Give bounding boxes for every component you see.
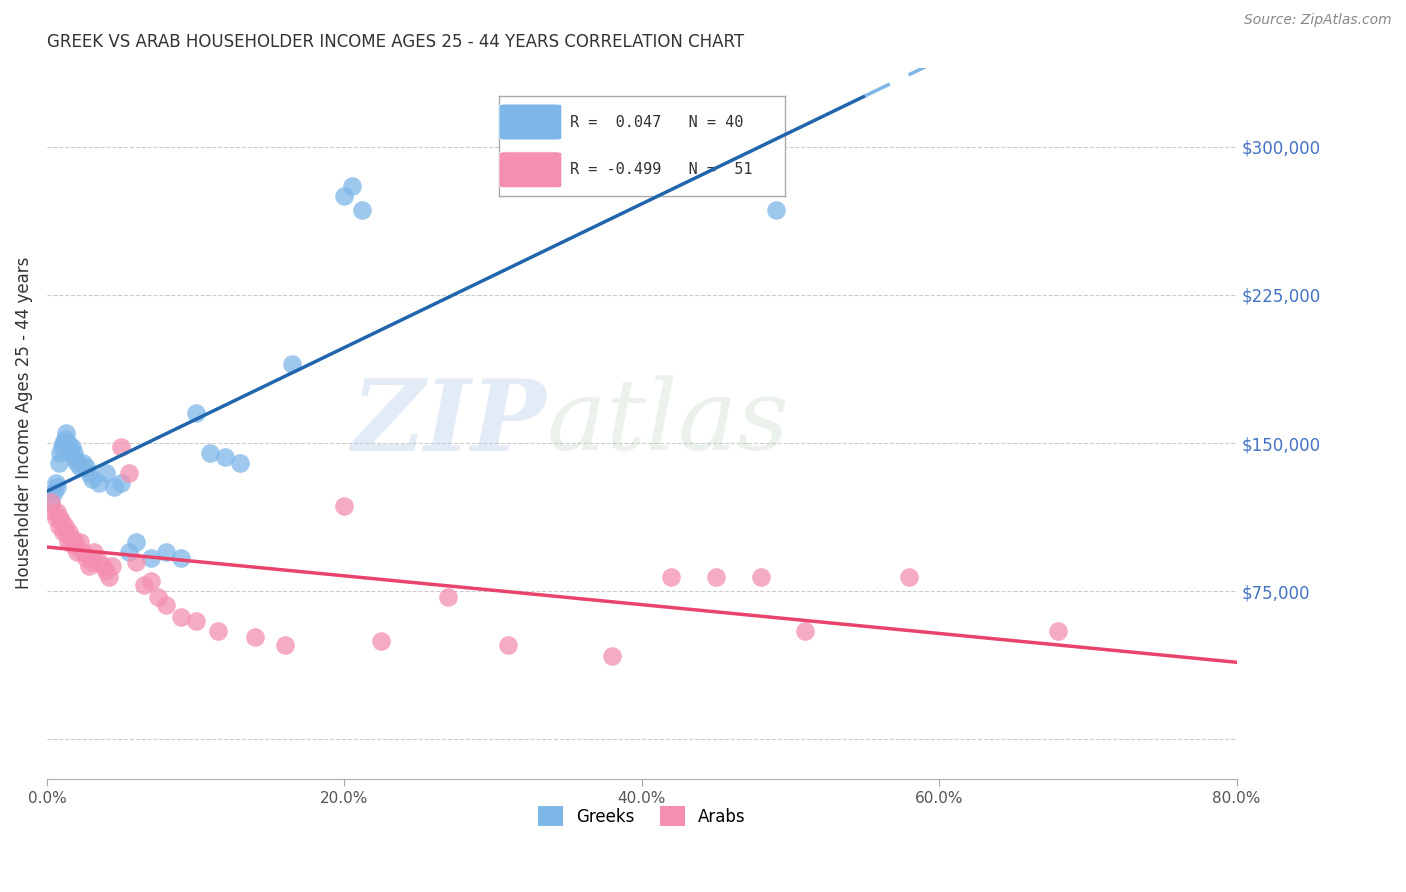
Legend: Greeks, Arabs: Greeks, Arabs xyxy=(530,797,754,835)
Point xyxy=(58,524,80,539)
Point xyxy=(352,202,374,217)
Point xyxy=(53,432,76,446)
Point xyxy=(45,475,67,490)
Point xyxy=(62,539,84,553)
Point xyxy=(101,558,124,573)
Point xyxy=(96,565,118,579)
Point xyxy=(103,479,125,493)
Point xyxy=(56,436,79,450)
Point xyxy=(52,524,75,539)
Point xyxy=(243,630,266,644)
Point xyxy=(49,446,72,460)
Point xyxy=(59,446,82,460)
Point xyxy=(333,189,356,203)
Point xyxy=(51,440,73,454)
Text: ZIP: ZIP xyxy=(352,375,547,472)
Point xyxy=(184,406,207,420)
Point xyxy=(46,479,69,493)
Point xyxy=(229,456,252,470)
Point xyxy=(333,500,356,514)
Text: Source: ZipAtlas.com: Source: ZipAtlas.com xyxy=(1244,13,1392,28)
Point xyxy=(370,633,392,648)
Point xyxy=(139,550,162,565)
Point xyxy=(155,598,177,612)
Point xyxy=(49,511,72,525)
Point xyxy=(87,555,110,569)
Point xyxy=(98,570,121,584)
Point xyxy=(207,624,229,638)
Point xyxy=(139,574,162,589)
Point xyxy=(274,638,297,652)
Point xyxy=(63,534,86,549)
Point xyxy=(41,495,63,509)
Point xyxy=(214,450,236,464)
Point xyxy=(72,456,94,470)
Point xyxy=(46,505,69,519)
Point xyxy=(170,610,193,624)
Point xyxy=(53,519,76,533)
Point xyxy=(80,472,103,486)
Point xyxy=(45,511,67,525)
Point xyxy=(118,545,141,559)
Point xyxy=(125,534,148,549)
Point xyxy=(44,505,66,519)
Point xyxy=(1047,624,1070,638)
Point xyxy=(125,555,148,569)
Point xyxy=(600,649,623,664)
Point xyxy=(96,466,118,480)
Text: atlas: atlas xyxy=(547,376,789,471)
Point xyxy=(77,558,100,573)
Point xyxy=(55,524,77,539)
Point xyxy=(148,590,170,604)
Point xyxy=(80,555,103,569)
Point xyxy=(41,495,63,509)
Point xyxy=(48,519,70,533)
Point xyxy=(66,456,89,470)
Point xyxy=(155,545,177,559)
Point xyxy=(765,202,787,217)
Point xyxy=(51,515,73,529)
Y-axis label: Householder Income Ages 25 - 44 years: Householder Income Ages 25 - 44 years xyxy=(15,257,32,590)
Point xyxy=(437,590,460,604)
Point xyxy=(62,446,84,460)
Point xyxy=(63,451,86,466)
Point xyxy=(72,545,94,559)
Point xyxy=(661,570,683,584)
Point xyxy=(83,545,105,559)
Point xyxy=(75,459,97,474)
Point xyxy=(794,624,817,638)
Text: GREEK VS ARAB HOUSEHOLDER INCOME AGES 25 - 44 YEARS CORRELATION CHART: GREEK VS ARAB HOUSEHOLDER INCOME AGES 25… xyxy=(46,33,744,51)
Point xyxy=(110,475,132,490)
Point xyxy=(56,534,79,549)
Point xyxy=(75,550,97,565)
Point xyxy=(69,534,91,549)
Point xyxy=(496,638,519,652)
Point xyxy=(59,534,82,549)
Point xyxy=(44,485,66,500)
Point xyxy=(69,459,91,474)
Point xyxy=(58,440,80,454)
Point xyxy=(60,531,83,545)
Point xyxy=(55,426,77,441)
Point xyxy=(170,550,193,565)
Point xyxy=(77,466,100,480)
Point xyxy=(87,475,110,490)
Point xyxy=(132,578,155,592)
Point xyxy=(52,436,75,450)
Point xyxy=(48,456,70,470)
Point xyxy=(60,440,83,454)
Point xyxy=(898,570,921,584)
Point xyxy=(749,570,772,584)
Point xyxy=(704,570,727,584)
Point xyxy=(110,440,132,454)
Point xyxy=(93,558,115,573)
Point xyxy=(340,179,363,194)
Point xyxy=(66,545,89,559)
Point xyxy=(118,466,141,480)
Point xyxy=(281,357,304,371)
Point xyxy=(184,614,207,628)
Point xyxy=(200,446,222,460)
